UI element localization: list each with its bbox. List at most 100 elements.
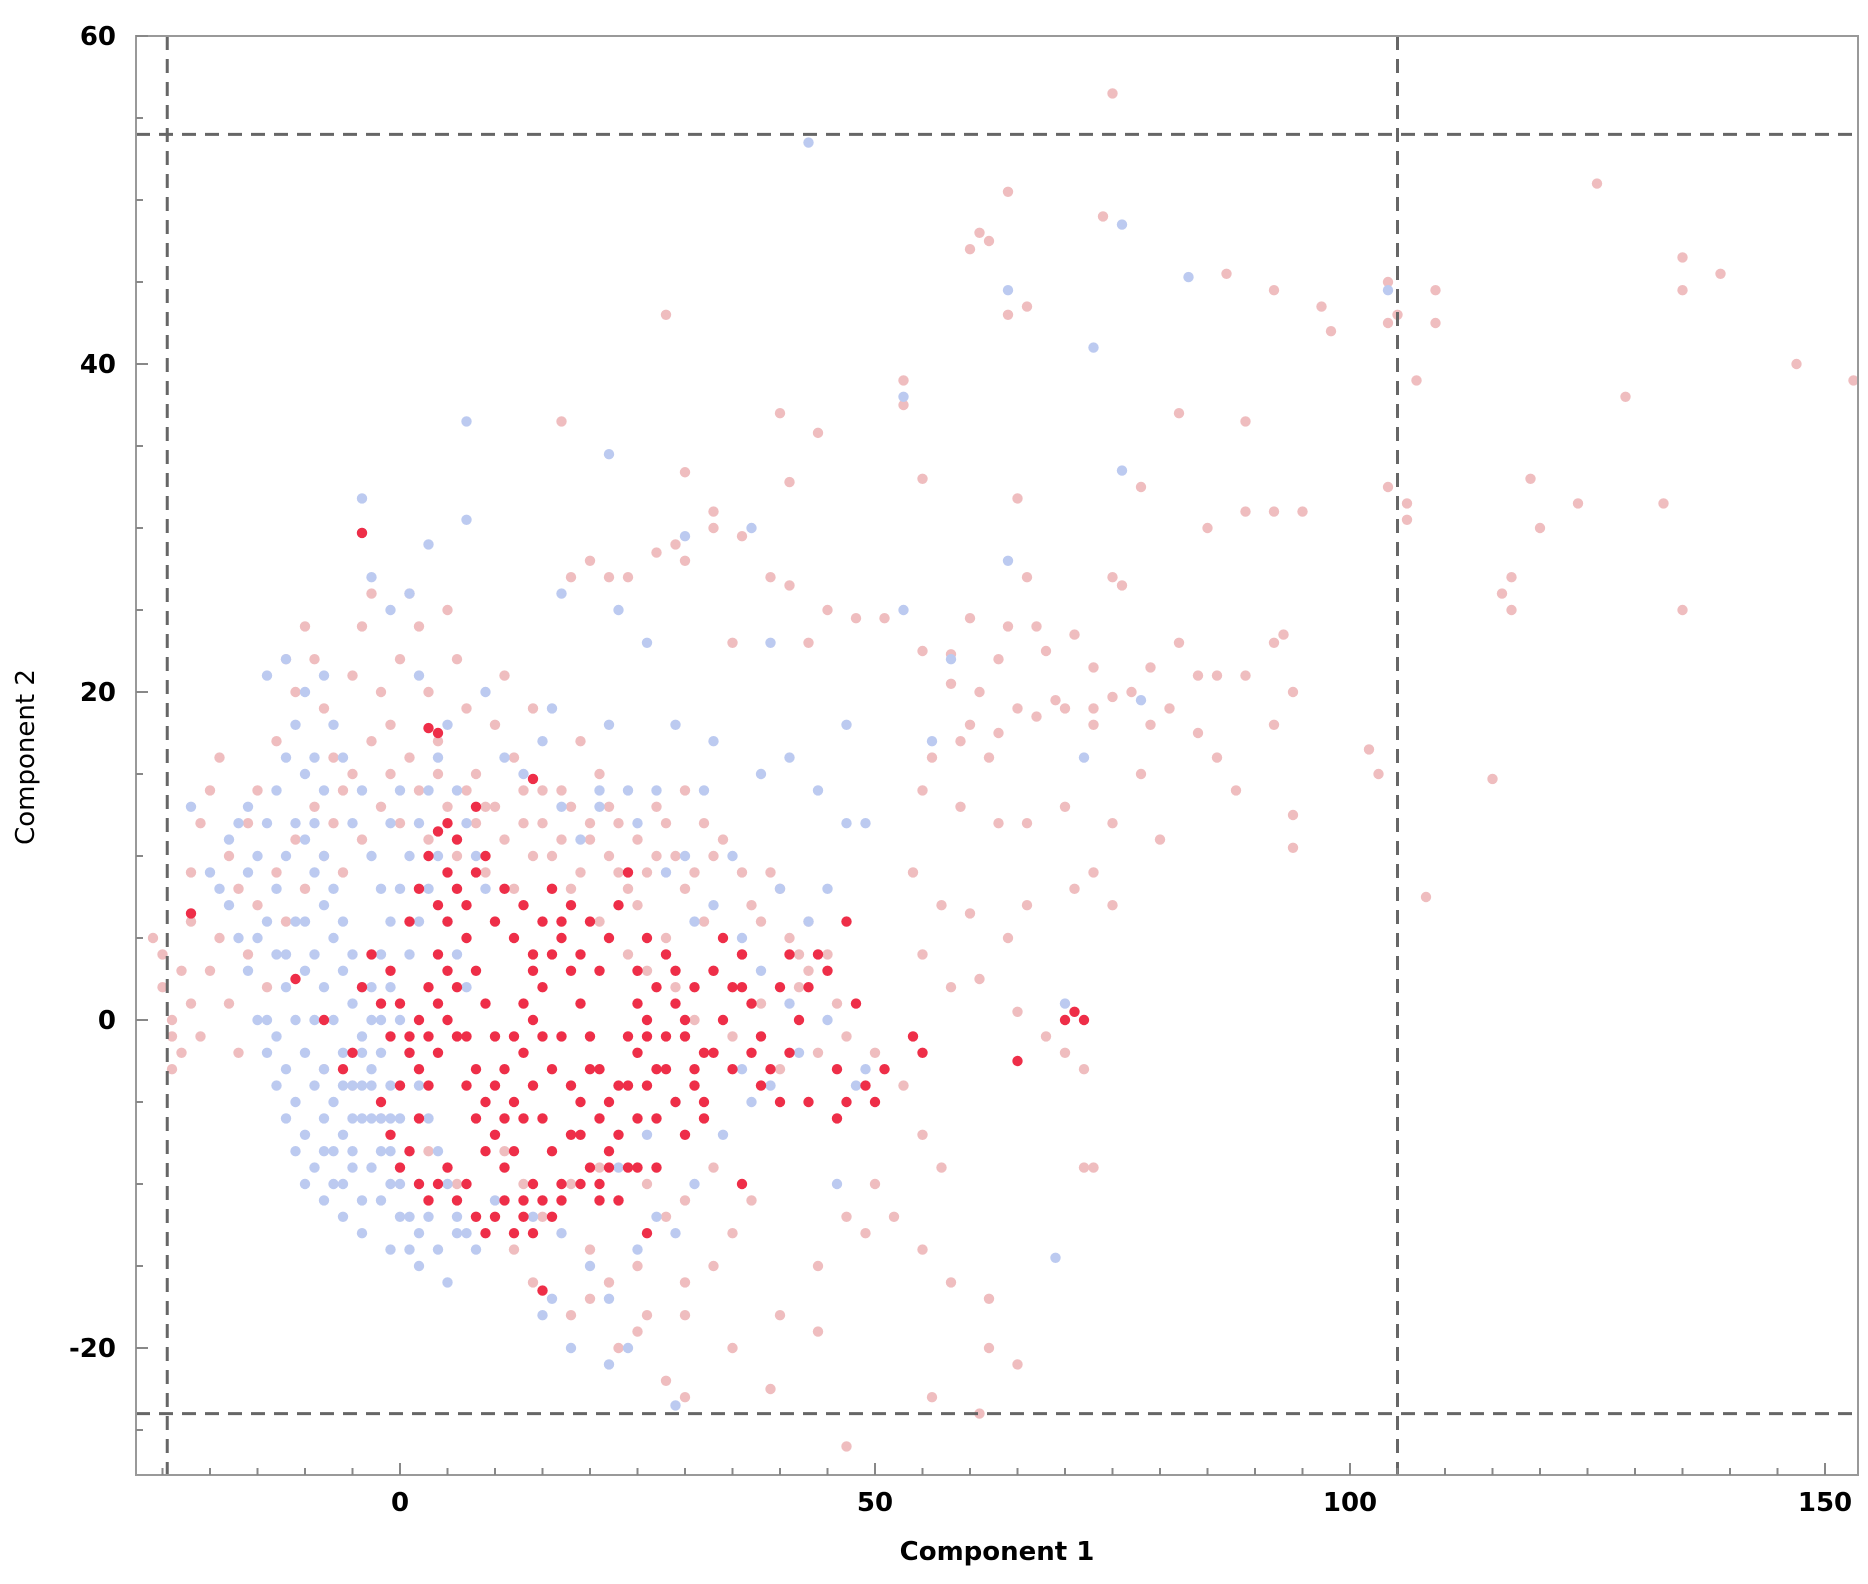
scatter-point xyxy=(565,801,577,812)
scatter-point xyxy=(195,1031,206,1042)
scatter-point xyxy=(252,785,263,796)
scatter-point xyxy=(366,572,377,583)
scatter-point xyxy=(242,965,254,976)
scatter-point xyxy=(689,1080,700,1091)
scatter-point xyxy=(736,949,748,960)
scatter-point xyxy=(337,867,349,878)
scatter-point xyxy=(423,1146,434,1157)
scatter-point xyxy=(404,1047,415,1059)
scatter-point xyxy=(632,818,643,829)
scatter-point xyxy=(480,686,491,698)
scatter-point xyxy=(423,785,434,796)
scatter-point xyxy=(1012,703,1023,714)
scatter-point xyxy=(841,719,852,730)
scatter-point xyxy=(290,973,301,985)
scatter-point xyxy=(670,965,681,976)
scatter-point xyxy=(926,1392,938,1403)
scatter-point xyxy=(461,785,472,796)
scatter-point xyxy=(280,654,292,665)
scatter-point xyxy=(214,932,225,944)
scatter-point xyxy=(831,1064,843,1075)
scatter-point xyxy=(679,883,691,894)
scatter-point xyxy=(480,883,491,894)
scatter-point xyxy=(413,1014,425,1026)
scatter-point xyxy=(356,1047,368,1059)
scatter-point xyxy=(375,1113,387,1124)
scatter-point xyxy=(1135,768,1147,780)
scatter-point xyxy=(774,982,786,993)
scatter-point xyxy=(708,522,719,534)
scatter-point xyxy=(223,998,235,1009)
scatter-point xyxy=(841,818,852,829)
scatter-point xyxy=(594,785,605,796)
scatter-point xyxy=(375,998,387,1009)
scatter-point xyxy=(793,949,805,960)
scatter-point xyxy=(575,949,586,960)
scatter-point xyxy=(717,932,729,944)
scatter-point xyxy=(404,588,415,599)
scatter-point xyxy=(641,965,653,976)
scatter-point xyxy=(423,722,434,734)
scatter-point xyxy=(1059,801,1071,812)
scatter-point xyxy=(964,719,976,730)
scatter-point xyxy=(546,883,558,894)
scatter-point xyxy=(1078,1162,1090,1173)
scatter-point xyxy=(632,1162,643,1173)
scatter-point xyxy=(527,703,539,714)
scatter-point xyxy=(404,1211,415,1223)
scatter-point xyxy=(641,637,653,648)
scatter-point xyxy=(708,850,719,862)
scatter-point xyxy=(195,818,206,829)
scatter-point xyxy=(423,1080,434,1091)
scatter-point xyxy=(461,1080,472,1091)
scatter-point xyxy=(1430,285,1441,296)
scatter-point xyxy=(546,1064,558,1075)
scatter-point xyxy=(356,527,368,539)
scatter-point xyxy=(385,604,396,616)
scatter-point xyxy=(385,1129,396,1141)
scatter-point xyxy=(917,949,928,960)
scatter-point xyxy=(527,949,539,960)
scatter-point xyxy=(746,998,757,1009)
scatter-point xyxy=(670,850,681,862)
scatter-point xyxy=(1230,785,1242,796)
scatter-point xyxy=(1382,317,1394,329)
x-tick-label: 50 xyxy=(857,1488,893,1518)
scatter-point xyxy=(860,1064,871,1075)
scatter-point xyxy=(964,244,976,255)
scatter-point xyxy=(1107,900,1118,911)
scatter-point xyxy=(413,916,425,927)
scatter-point xyxy=(451,1228,463,1239)
scatter-point xyxy=(432,850,444,862)
scatter-point xyxy=(385,1031,396,1042)
scatter-point xyxy=(1278,629,1289,640)
scatter-point xyxy=(784,998,795,1009)
scatter-point xyxy=(442,801,453,812)
scatter-point xyxy=(423,982,434,993)
scatter-point xyxy=(746,900,757,911)
scatter-point xyxy=(518,900,529,911)
scatter-point xyxy=(290,1146,301,1157)
scatter-point xyxy=(423,834,434,845)
scatter-point xyxy=(461,514,472,525)
scatter-point xyxy=(299,916,311,927)
scatter-point xyxy=(271,785,282,796)
scatter-point xyxy=(641,1228,653,1239)
scatter-point xyxy=(556,932,567,944)
scatter-point xyxy=(271,867,282,878)
scatter-point xyxy=(746,1047,757,1059)
scatter-point xyxy=(537,1031,548,1042)
scatter-point xyxy=(936,1162,947,1173)
scatter-point xyxy=(413,883,425,894)
scatter-point xyxy=(423,1031,434,1042)
scatter-point xyxy=(679,1014,691,1026)
scatter-point xyxy=(442,1277,453,1288)
scatter-point xyxy=(537,1285,548,1296)
scatter-point xyxy=(1287,809,1299,821)
axes: 0 50 100 150 -20 0 20 40 60 xyxy=(69,22,1852,1518)
scatter-point xyxy=(423,1113,434,1124)
scatter-point xyxy=(594,1113,605,1124)
scatter-point xyxy=(917,645,928,657)
scatter-point xyxy=(613,1342,624,1354)
scatter-point xyxy=(309,1162,320,1173)
